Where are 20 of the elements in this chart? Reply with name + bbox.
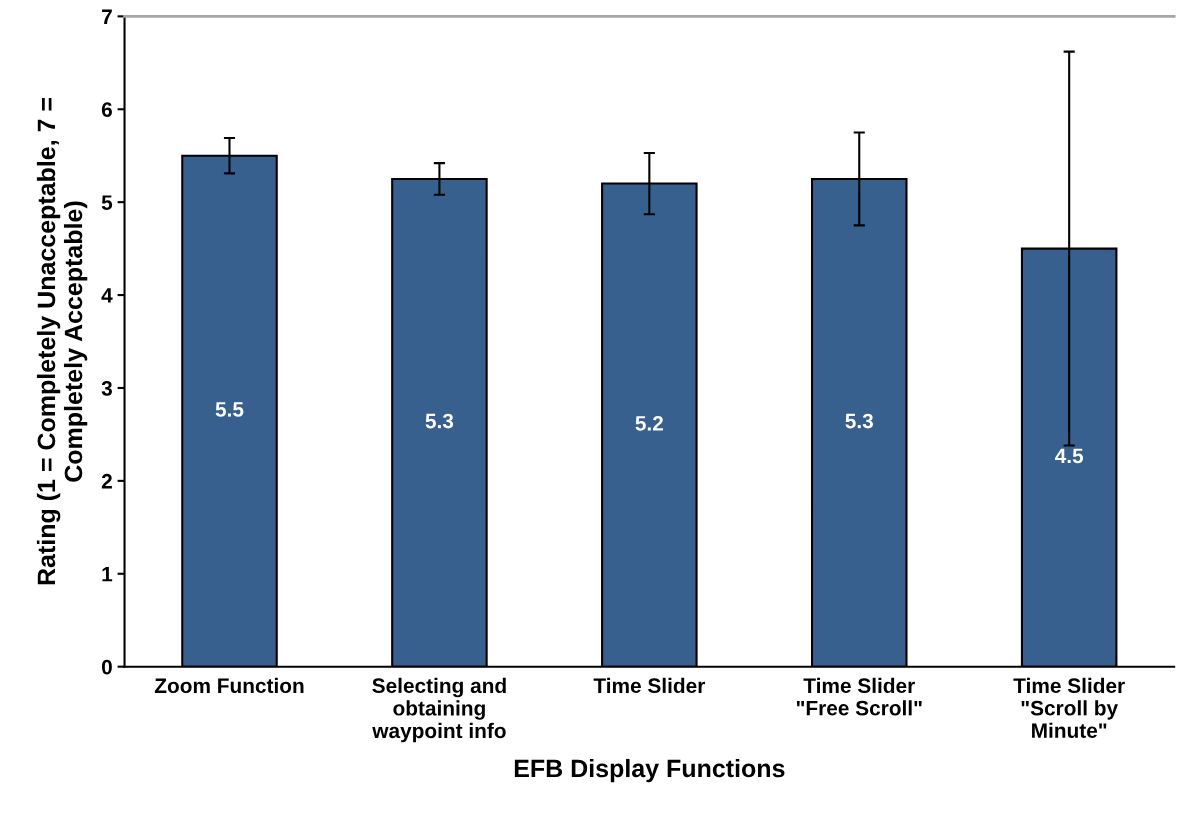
y-tick-label: 6 — [101, 102, 112, 118]
data-label: 5.5 — [215, 402, 244, 417]
x-tick-label: Time Slider "Scroll by Minute" — [1013, 677, 1125, 738]
x-tick-label: Selecting and obtaining waypoint info — [372, 677, 506, 743]
data-label: 5.3 — [845, 413, 873, 429]
y-tick-label: 2 — [101, 473, 112, 489]
y-tick-label: 7 — [102, 9, 112, 24]
data-label: 4.5 — [1055, 448, 1084, 464]
y-tick-label: 4 — [101, 288, 113, 303]
x-tick-label: Zoom Function — [154, 677, 304, 694]
y-tick-label: 1 — [102, 566, 113, 582]
y-tick-label: 3 — [101, 380, 112, 396]
data-label: 5.2 — [635, 415, 663, 431]
y-tick-label: 0 — [101, 659, 112, 675]
y-tick-label: 5 — [101, 195, 113, 210]
x-tick-label: Time Slider — [593, 677, 705, 694]
data-label: 5.3 — [425, 413, 454, 429]
x-tick-label: Time Slider "Free Scroll" — [796, 677, 922, 716]
x-axis-title: EFB Display Functions — [514, 758, 785, 783]
y-axis-title: Rating (1 = Completely Unacceptable, 7 = Completely Acceptable) — [36, 98, 88, 585]
